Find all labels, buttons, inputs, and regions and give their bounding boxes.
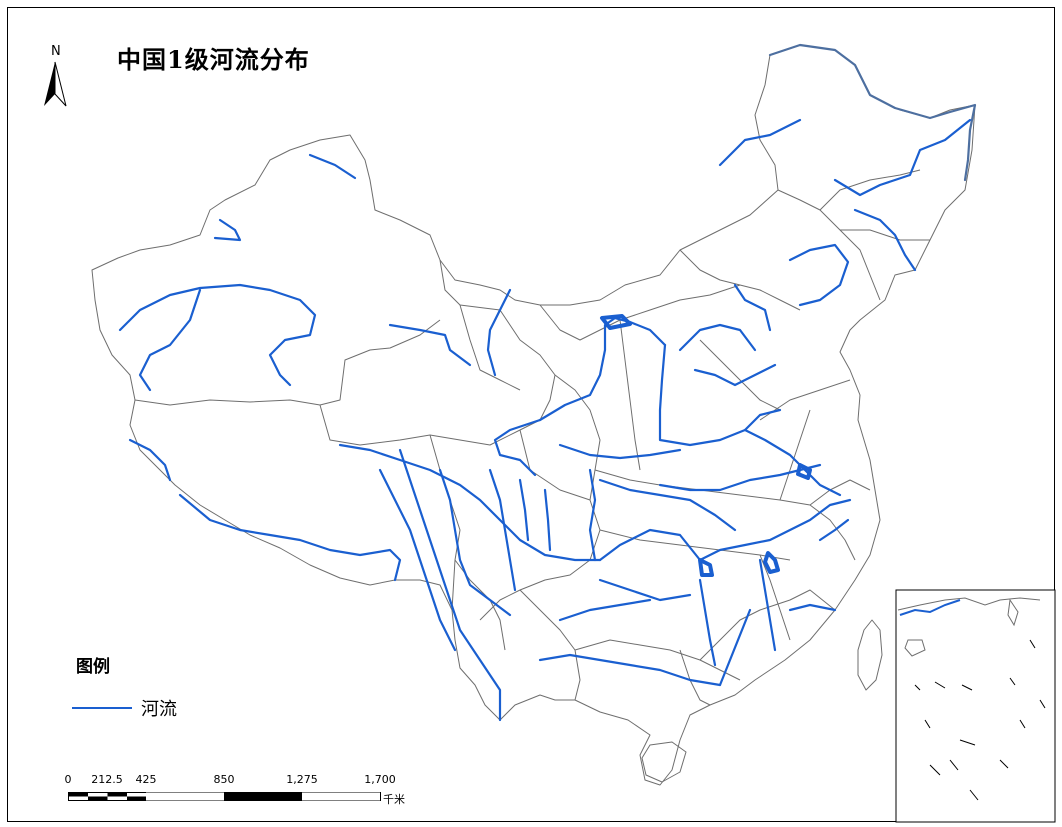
scale-unit: 千米	[383, 793, 405, 806]
boundary-northeast-3	[840, 229, 930, 241]
boundary-qinghai-gansu-2	[459, 304, 521, 391]
boundary-tibet-qinghai	[319, 404, 521, 446]
river-hongshui	[558, 598, 652, 622]
scale-tick-4: 1,275	[286, 773, 318, 786]
river-ili	[308, 153, 357, 180]
river-min	[543, 488, 552, 552]
boundary-shandong	[759, 379, 851, 421]
river-jinsha	[438, 468, 512, 617]
river-tarim	[118, 283, 317, 387]
boundary-shanxi	[619, 319, 641, 471]
scale-tick-5: 1,700	[364, 773, 396, 786]
province-boundaries	[91, 44, 976, 786]
inset-taiwan	[1007, 598, 1019, 627]
river-pearl-xi	[538, 653, 722, 687]
river-kashgar	[128, 438, 172, 482]
boundary-ningxia-inner-mongolia	[539, 284, 741, 341]
river-songhua	[833, 118, 972, 197]
river-hai	[693, 363, 777, 387]
river-dongting-lake	[698, 558, 714, 577]
boundary-xinjiang-tibet	[134, 319, 441, 406]
river-wu	[598, 578, 692, 602]
taiwan-outline	[857, 619, 883, 691]
scale-bar	[68, 792, 381, 801]
river-yellow-west	[493, 418, 542, 477]
legend-title: 图例	[76, 657, 110, 677]
river-yalong	[488, 468, 517, 592]
river-min-fujian	[788, 603, 837, 612]
river-xiang	[698, 578, 717, 667]
river-yangtze-middle	[598, 528, 702, 562]
river-yarkand	[138, 288, 202, 392]
inset-rivers	[899, 599, 961, 616]
inset-map	[895, 589, 1056, 823]
river-luan	[733, 283, 772, 332]
boundary-sichuan-east	[479, 429, 601, 621]
river-qiantang	[818, 518, 850, 542]
boundary-yunnan-guizhou	[519, 589, 581, 701]
river-irtysh	[213, 218, 242, 242]
hainan-outline	[641, 741, 687, 783]
inset-hainan	[904, 639, 926, 657]
boundary-northeast-2	[819, 169, 921, 211]
boundary-anhui	[779, 409, 811, 501]
river-nu	[378, 468, 457, 652]
boundary-zhejiang-north	[809, 479, 871, 506]
national-border	[91, 44, 976, 786]
river-huai	[658, 463, 822, 492]
river-yangtze-lower	[698, 498, 852, 562]
river-grand-canal	[743, 428, 842, 497]
inset-coast	[897, 597, 1041, 611]
boundary-tibet-sichuan	[429, 434, 461, 611]
scale-tick-3: 850	[213, 773, 235, 786]
river-yellow-east	[658, 343, 782, 447]
boundary-northeast-1	[777, 189, 881, 301]
river-yellow-north	[538, 316, 667, 422]
river-heilongjiang	[768, 43, 977, 182]
scale-bar-labels: 0 212.5 425 850 1,275 1,700	[0, 773, 420, 789]
boundary-shaanxi	[554, 374, 601, 501]
legend-river-swatch	[72, 707, 132, 709]
legend-river-label: 河流	[141, 699, 177, 720]
boundary-inner-mongolia-long	[679, 249, 801, 311]
river-nonni-lower	[853, 208, 917, 272]
river-taihu	[796, 463, 812, 480]
river-poyang-lake	[763, 551, 780, 574]
river-heihe	[486, 288, 512, 377]
scale-tick-2: 425	[135, 773, 157, 786]
boundary-jiangxi	[759, 554, 791, 641]
boundary-guangxi-guangdong	[679, 649, 711, 706]
river-shule	[388, 323, 472, 367]
boundary-guizhou-guangxi	[574, 639, 741, 681]
map-frame	[7, 7, 1055, 822]
scale-tick-0: 0	[64, 773, 72, 786]
river-yangtze-upper	[338, 443, 602, 562]
river-hulun-lake	[600, 314, 632, 330]
river-lancang	[398, 448, 502, 722]
river-han	[598, 478, 737, 532]
boundary-gansu-qinghai	[439, 259, 556, 431]
boundary-hunan-guangdong	[699, 589, 836, 661]
north-arrow-icon	[44, 61, 67, 107]
rivers	[118, 43, 977, 722]
river-yarlung	[178, 493, 402, 582]
river-jialing	[588, 468, 597, 562]
river-nenjiang	[718, 118, 802, 167]
river-wei	[558, 443, 682, 460]
river-gan	[758, 558, 777, 652]
river-pearl-bei	[718, 608, 752, 687]
river-fen	[678, 323, 757, 352]
boundary-hebei	[699, 339, 781, 411]
inset-islands	[914, 639, 1046, 801]
north-label: N	[51, 44, 61, 59]
river-dadu	[518, 478, 530, 542]
scale-tick-1: 212.5	[91, 773, 123, 786]
map-title: 中国1级河流分布	[117, 45, 310, 74]
river-liao	[788, 243, 850, 307]
